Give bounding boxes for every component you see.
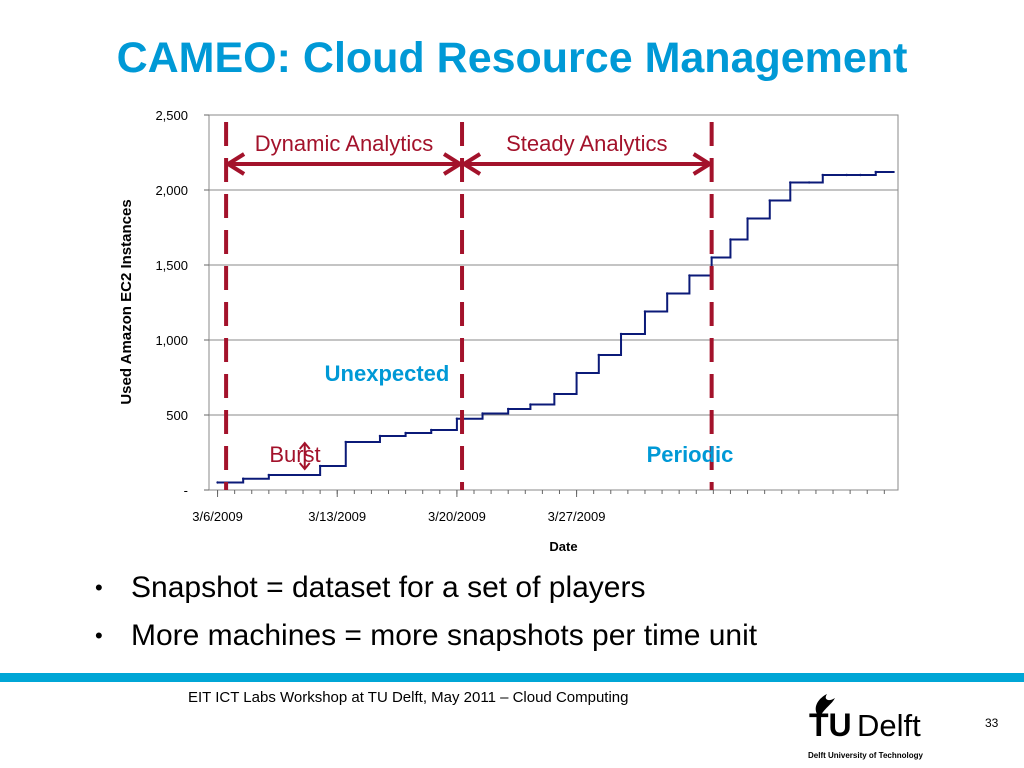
data-point [216, 481, 219, 484]
x-axis-title: Date [549, 539, 577, 554]
dynamic-range-arrow-right-head [442, 152, 464, 176]
data-point [267, 473, 271, 477]
data-point [378, 434, 382, 438]
y-tick-label: 2,000 [155, 183, 188, 198]
label-periodic: Periodic [647, 442, 734, 467]
x-tick-label: 3/20/2009 [428, 509, 486, 524]
label-steady-analytics: Steady Analytics [506, 131, 667, 156]
data-point [619, 332, 623, 336]
series-line [217, 171, 895, 484]
burst-arrow-bottom [298, 462, 311, 471]
data-point [575, 371, 578, 375]
data-point [688, 274, 691, 277]
bullet-item: • Snapshot = dataset for a set of player… [95, 570, 757, 606]
label-dynamic-analytics: Dynamic Analytics [255, 131, 434, 156]
dynamic-range-arrow-left-head [224, 152, 246, 176]
steady-range-arrow-right-head [692, 152, 714, 176]
data-point [481, 412, 484, 415]
x-tick-label: 3/27/2009 [548, 509, 606, 524]
data-point [455, 417, 459, 420]
data-point [665, 292, 669, 295]
slide-title: CAMEO: Cloud Resource Management [116, 34, 908, 82]
chart-axes: - 500 1,000 1,500 2,000 2,500 3/6/2009 3/13/200… [118, 108, 885, 554]
data-point [643, 310, 647, 313]
data-point [404, 431, 407, 435]
tu-delft-logo: TU Delft [809, 694, 921, 743]
bullet-icon: • [95, 575, 103, 600]
data-point [821, 173, 824, 177]
chart-gridlines [208, 114, 899, 491]
data-point [344, 440, 347, 444]
burst-arrow-top [298, 441, 311, 450]
bullet-text: More machines = more snapshots per time … [131, 619, 758, 652]
y-tick-label: 1,000 [155, 333, 188, 348]
label-unexpected: Unexpected [325, 361, 450, 386]
data-point [729, 238, 732, 241]
chart-labels: Dynamic Analytics Steady Analytics Unexpec… [255, 131, 734, 467]
bullet-item: • More machines = more snapshots per tim… [95, 618, 757, 654]
data-point [710, 256, 713, 259]
ec2-usage-chart: - 500 1,000 1,500 2,000 2,500 3/6/2009 3/13/200… [118, 108, 899, 554]
logo-tu-text: TU [809, 707, 852, 743]
data-point [859, 173, 862, 177]
bullet-text: Snapshot = dataset for a set of players [131, 571, 646, 604]
logo-delft-text: Delft [857, 708, 921, 743]
data-point [807, 181, 811, 184]
flame-icon [815, 694, 835, 715]
data-point [597, 353, 601, 357]
page-number: 33 [985, 716, 999, 730]
data-point [241, 477, 245, 480]
bullet-icon: • [95, 623, 103, 648]
plot-area [208, 114, 899, 491]
x-tick-label: 3/6/2009 [192, 509, 243, 524]
x-tick-label: 3/13/2009 [308, 509, 366, 524]
y-tick-label: 1,500 [155, 258, 188, 273]
data-point [768, 199, 771, 202]
phase-markers [224, 122, 714, 490]
steady-range-arrow-left-head [460, 152, 482, 176]
y-axis-title: Used Amazon EC2 Instances [118, 199, 135, 404]
data-point [506, 407, 510, 411]
data-point [529, 403, 532, 406]
data-point [874, 170, 877, 174]
label-burst: Burst [269, 442, 320, 467]
chart-series [216, 170, 895, 484]
y-tick-label: 500 [166, 408, 188, 423]
data-point [845, 173, 848, 177]
footer-text: EIT ICT Labs Workshop at TU Delft, May 2… [188, 689, 629, 706]
data-point [318, 464, 322, 468]
logo-subtitle: Delft University of Technology [808, 751, 923, 760]
footer-bar [0, 673, 1024, 682]
data-point [553, 392, 556, 396]
y-tick-label: - [184, 483, 188, 498]
y-tick-label: 2,500 [155, 108, 188, 123]
data-point [430, 428, 433, 432]
bullet-list: • Snapshot = dataset for a set of player… [95, 570, 757, 666]
data-point [746, 217, 749, 220]
data-point [789, 181, 792, 184]
